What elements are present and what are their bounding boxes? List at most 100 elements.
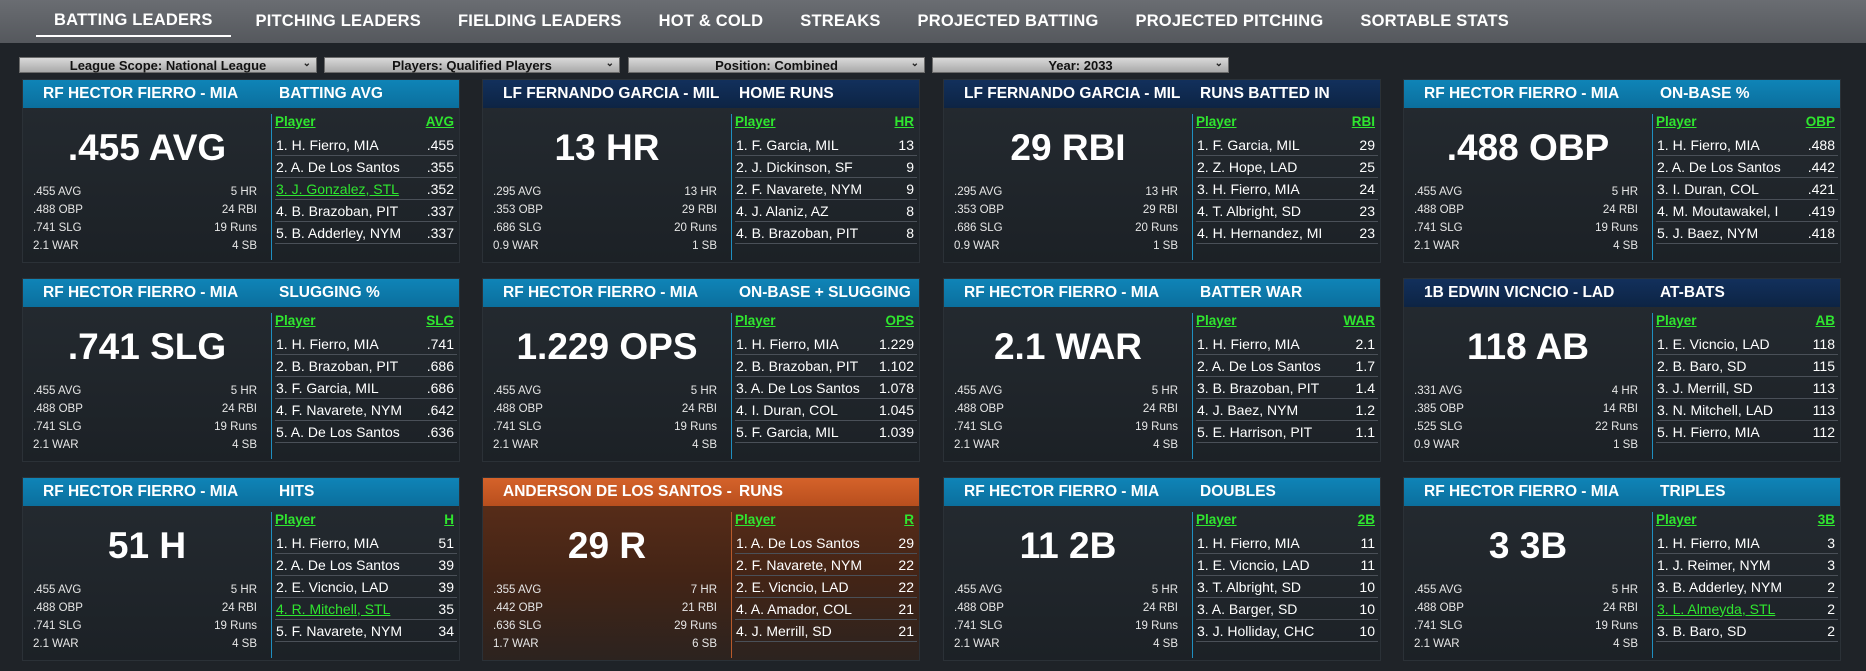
stat-column-header[interactable]: WAR [1343, 313, 1376, 328]
year-dropdown[interactable]: Year: 2033 ⌄ [932, 57, 1229, 73]
leader-player-link[interactable]: 5. A. De Los Santos [276, 423, 400, 440]
leader-player-link[interactable]: 4. H. Hernandez, MI [1197, 224, 1323, 241]
leader-player-link[interactable]: 4. J. Alaniz, AZ [736, 202, 829, 219]
player-column-header[interactable]: Player [1196, 512, 1237, 527]
tab-fielding-leaders[interactable]: FIELDING LEADERS [458, 11, 622, 30]
leader-player-name[interactable]: RF HECTOR FIERRO - MIA [43, 483, 239, 500]
leader-player-link[interactable]: 1. H. Fierro, MIA [276, 136, 379, 153]
leader-player-link[interactable]: 5. E. Harrison, PIT [1197, 423, 1313, 440]
leader-player-link[interactable]: 3. B. Baro, SD [1657, 622, 1747, 639]
league-scope-dropdown[interactable]: League Scope: National League ⌄ [19, 57, 317, 73]
leader-player-name[interactable]: RF HECTOR FIERRO - MIA [1424, 85, 1620, 102]
leader-player-link[interactable]: 3. F. Garcia, MIL [276, 379, 379, 396]
leader-player-name[interactable]: RF HECTOR FIERRO - MIA [964, 284, 1160, 301]
player-column-header[interactable]: Player [1656, 114, 1697, 129]
stat-column-header[interactable]: H [444, 512, 454, 527]
leader-player-link[interactable]: 2. A. De Los Santos [1197, 357, 1321, 374]
stat-column-header[interactable]: OPS [885, 313, 914, 328]
leader-player-link[interactable]: 4. B. Brazoban, PIT [736, 224, 859, 241]
leader-player-link[interactable]: 4. A. Amador, COL [736, 600, 852, 617]
leader-player-link[interactable]: 5. F. Navarete, NYM [276, 622, 403, 639]
leader-player-link[interactable]: 1. H. Fierro, MIA [1657, 534, 1760, 551]
leader-player-link[interactable]: 5. H. Fierro, MIA [1657, 423, 1760, 440]
leader-player-link[interactable]: 4. I. Duran, COL [736, 401, 838, 418]
leader-player-link[interactable]: 4. F. Navarete, NYM [276, 401, 403, 418]
leader-player-link[interactable]: 2. E. Vicncio, LAD [736, 578, 849, 595]
stat-column-header[interactable]: 3B [1817, 512, 1835, 527]
leader-player-link[interactable]: 3. B. Adderley, NYM [1657, 578, 1783, 595]
leader-player-name[interactable]: RF HECTOR FIERRO - MIA [964, 483, 1160, 500]
leader-player-link[interactable]: 2. F. Navarete, NYM [736, 556, 863, 573]
leader-player-link[interactable]: 3. J. Holliday, CHC [1197, 622, 1315, 639]
leader-player-link[interactable]: 4. J. Baez, NYM [1197, 401, 1299, 418]
leader-player-link[interactable]: 2. F. Navarete, NYM [736, 180, 863, 197]
leader-player-name[interactable]: LF FERNANDO GARCIA - MIL [964, 85, 1181, 102]
leader-player-link[interactable]: 1. F. Garcia, MIL [736, 136, 839, 153]
tab-projected-batting[interactable]: PROJECTED BATTING [917, 11, 1099, 30]
player-column-header[interactable]: Player [735, 313, 776, 328]
leader-player-name[interactable]: 1B EDWIN VICNCIO - LAD [1424, 284, 1615, 301]
player-column-header[interactable]: Player [1656, 313, 1697, 328]
leader-player-name[interactable]: RF HECTOR FIERRO - MIA [1424, 483, 1620, 500]
player-column-header[interactable]: Player [275, 114, 316, 129]
player-column-header[interactable]: Player [1196, 114, 1237, 129]
leader-player-link[interactable]: 1. H. Fierro, MIA [276, 534, 379, 551]
leader-player-link[interactable]: 5. J. Baez, NYM [1657, 224, 1759, 241]
leader-player-link[interactable]: 1. H. Fierro, MIA [276, 335, 379, 352]
leader-player-link[interactable]: 1. F. Garcia, MIL [1197, 136, 1300, 153]
stat-column-header[interactable]: AVG [425, 114, 454, 129]
leader-player-link[interactable]: 2. Z. Hope, LAD [1197, 158, 1298, 175]
leader-player-link[interactable]: 4. R. Mitchell, STL [276, 600, 391, 617]
player-column-header[interactable]: Player [275, 512, 316, 527]
leader-player-link[interactable]: 3. B. Brazoban, PIT [1197, 379, 1320, 396]
leader-player-link[interactable]: 2. B. Brazoban, PIT [736, 357, 859, 374]
leader-player-link[interactable]: 3. I. Duran, COL [1657, 180, 1759, 197]
tab-sortable-stats[interactable]: SORTABLE STATS [1360, 11, 1509, 30]
leader-player-link[interactable]: 3. T. Albright, SD [1197, 578, 1302, 595]
leader-player-link[interactable]: 2. B. Brazoban, PIT [276, 357, 399, 374]
leader-player-link[interactable]: 3. A. Barger, SD [1197, 600, 1298, 617]
leader-player-name[interactable]: ANDERSON DE LOS SANTOS - [503, 483, 732, 500]
tab-pitching-leaders[interactable]: PITCHING LEADERS [255, 11, 421, 30]
leader-player-link[interactable]: 1. H. Fierro, MIA [1197, 534, 1300, 551]
stat-column-header[interactable]: R [904, 512, 914, 527]
leader-player-link[interactable]: 3. H. Fierro, MIA [1197, 180, 1300, 197]
stat-column-header[interactable]: HR [894, 114, 915, 129]
leader-player-link[interactable]: 1. A. De Los Santos [736, 534, 860, 551]
leader-player-link[interactable]: 3. J. Merrill, SD [1657, 379, 1753, 396]
leader-player-link[interactable]: 4. M. Moutawakel, I [1657, 202, 1779, 219]
player-column-header[interactable]: Player [1196, 313, 1237, 328]
tab-streaks[interactable]: STREAKS [800, 11, 881, 30]
leader-player-name[interactable]: RF HECTOR FIERRO - MIA [43, 284, 239, 301]
stat-column-header[interactable]: SLG [426, 313, 454, 328]
leader-player-link[interactable]: 1. E. Vicncio, LAD [1657, 335, 1770, 352]
leader-player-name[interactable]: RF HECTOR FIERRO - MIA [43, 85, 239, 102]
leader-player-link[interactable]: 3. A. De Los Santos [736, 379, 860, 396]
leader-player-link[interactable]: 4. B. Brazoban, PIT [276, 202, 399, 219]
players-dropdown[interactable]: Players: Qualified Players ⌄ [324, 57, 620, 73]
player-column-header[interactable]: Player [735, 512, 776, 527]
leader-player-link[interactable]: 4. T. Albright, SD [1197, 202, 1302, 219]
position-dropdown[interactable]: Position: Combined ⌄ [628, 57, 925, 73]
leader-player-link[interactable]: 3. N. Mitchell, LAD [1657, 401, 1773, 418]
leader-player-link[interactable]: 1. E. Vicncio, LAD [1197, 556, 1310, 573]
leader-player-name[interactable]: LF FERNANDO GARCIA - MIL [503, 85, 720, 102]
leader-player-link[interactable]: 1. H. Fierro, MIA [1197, 335, 1300, 352]
leader-player-link[interactable]: 3. J. Gonzalez, STL [276, 180, 399, 197]
leader-player-link[interactable]: 3. L. Almeyda, STL [1657, 600, 1776, 617]
leader-player-link[interactable]: 2. B. Baro, SD [1657, 357, 1747, 374]
player-column-header[interactable]: Player [275, 313, 316, 328]
leader-player-link[interactable]: 1. J. Reimer, NYM [1657, 556, 1771, 573]
tab-projected-pitching[interactable]: PROJECTED PITCHING [1135, 11, 1324, 30]
leader-player-link[interactable]: 2. J. Dickinson, SF [736, 158, 853, 175]
leader-player-link[interactable]: 1. H. Fierro, MIA [1657, 136, 1760, 153]
stat-column-header[interactable]: OBP [1805, 114, 1835, 129]
player-column-header[interactable]: Player [1656, 512, 1697, 527]
leader-player-link[interactable]: 1. H. Fierro, MIA [736, 335, 839, 352]
leader-player-link[interactable]: 5. B. Adderley, NYM [276, 224, 402, 241]
tab-batting-leaders[interactable]: BATTING LEADERS [36, 7, 231, 37]
stat-column-header[interactable]: 2B [1357, 512, 1375, 527]
stat-column-header[interactable]: RBI [1351, 114, 1375, 129]
stat-column-header[interactable]: AB [1815, 313, 1836, 328]
leader-player-link[interactable]: 2. A. De Los Santos [276, 158, 400, 175]
